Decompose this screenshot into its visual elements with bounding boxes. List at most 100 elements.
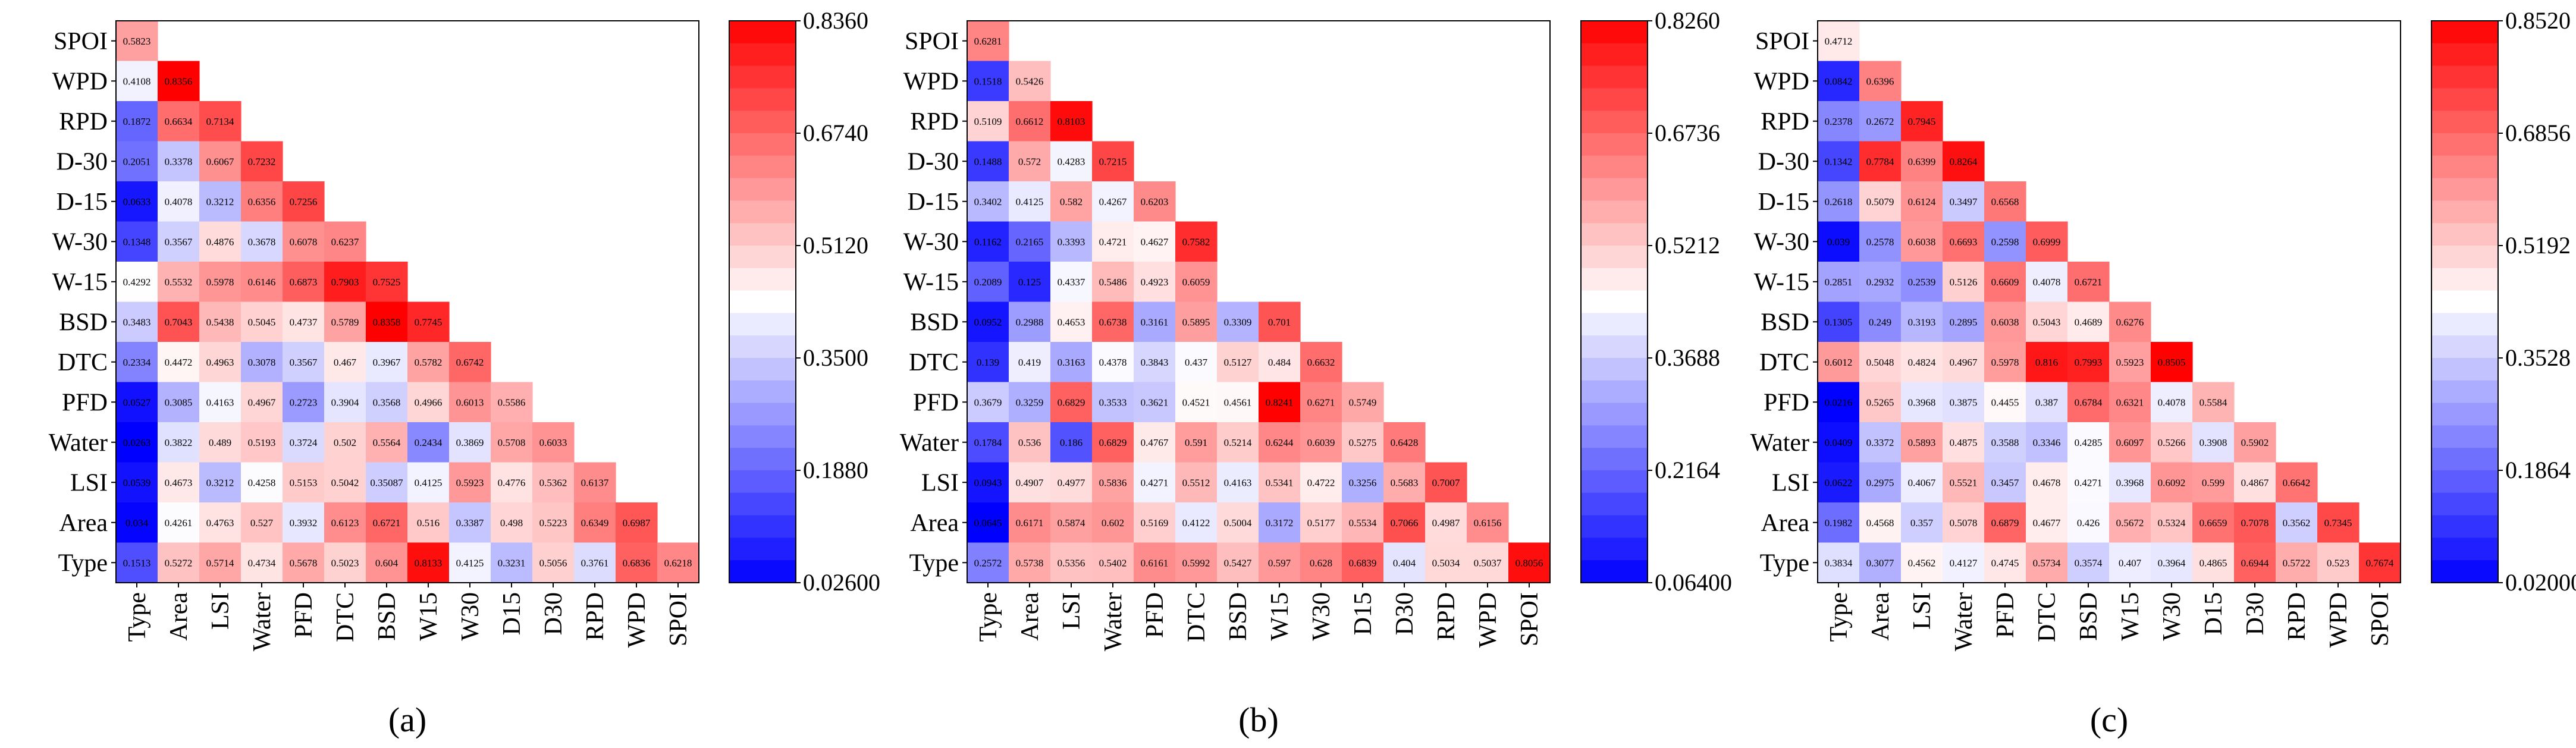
cell-value: 0.2089 [974,276,1002,288]
cell-value: 0.3193 [1908,316,1936,328]
cell-value: 0.5193 [248,437,276,448]
colorbar-step [729,43,796,67]
heatmap-cell: 0.5037 [1467,542,1509,583]
heatmap-cell: 0.4907 [1009,462,1051,503]
cell-rect [1092,262,1134,303]
cell-rect [1859,502,1902,543]
y-tick-label: SPOI [905,28,959,55]
heatmap-cell: 0.602 [1092,502,1134,543]
cell-value: 0.4378 [1099,357,1127,368]
heatmap-cell: 0.2851 [1818,262,1860,303]
cell-value: 0.5534 [1349,517,1377,529]
cell-value: 0.6944 [2241,557,2269,568]
cell-rect [2192,502,2235,543]
y-tick-label: W-15 [903,269,959,296]
cell-rect [1092,422,1134,463]
heatmap-cell: 0.6124 [1901,181,1943,222]
cell-rect [116,382,158,423]
cell-rect [491,382,533,423]
cell-rect [1425,542,1467,583]
colorbar-tick-label: 0.5192 [2505,232,2571,259]
cell-rect [2151,462,2193,503]
cell-value: 0.3834 [1825,557,1853,568]
cell-value: 0.3964 [2158,557,2186,568]
heatmap-cell: 0.6999 [2026,221,2068,262]
heatmap-cell: 0.4267 [1092,181,1134,222]
heatmap-cell: 0.6693 [1943,221,1985,262]
heatmap-cell: 0.5426 [1009,61,1051,102]
cell-value: 0.604 [375,557,399,568]
cell-value: 0.5584 [2200,397,2227,408]
heatmap-cell: 0.5823 [116,21,158,62]
cell-value: 0.6632 [1307,357,1335,368]
x-tick-label: Type [1825,592,1853,642]
cell-rect [967,422,1009,463]
heatmap-cell: 0.489 [199,422,241,463]
colorbar-step [1581,335,1648,359]
cell-rect [283,462,325,503]
y-tick-label: W-15 [52,269,108,296]
colorbar-step [729,246,796,269]
cell-value: 0.5402 [1099,557,1127,568]
heatmap-cell: 0.3724 [283,422,325,463]
heatmap-cell: 0.6632 [1300,342,1342,383]
cell-rect [199,221,241,262]
cell-rect [1901,301,1943,342]
cell-rect [324,422,366,463]
heatmap-cell: 0.6879 [1984,502,2026,543]
cell-value: 0.3346 [2033,437,2061,448]
cell-value: 0.0216 [1825,397,1853,408]
cell-value: 0.7007 [1432,477,1460,488]
cell-rect [967,262,1009,303]
cell-rect [116,181,158,222]
cell-value: 0.125 [1018,276,1041,288]
heatmap-cell: 0.7903 [324,262,366,303]
y-tick-label: LSI [70,469,108,496]
cell-rect [1175,462,1218,503]
heatmap-cell: 0.3497 [1943,181,1985,222]
heatmap-cell: 0.502 [324,422,366,463]
y-tick-label: RPD [910,108,959,136]
heatmap-cell: 0.5992 [1175,542,1218,583]
cell-value: 0.4824 [1908,357,1936,368]
heatmap-cell: 0.7745 [407,301,450,342]
cell-rect [116,342,158,383]
cell-value: 0.6276 [2116,316,2144,328]
cell-rect [2026,542,2068,583]
y-tick-label: SPOI [1755,28,1809,55]
cell-rect [1092,141,1134,182]
heatmap-cell: 0.5324 [2151,502,2193,543]
cell-rect [1259,301,1301,342]
colorbar-step [1581,313,1648,336]
cell-value: 0.6987 [623,517,651,529]
colorbar-tick-label: 0.6856 [2505,120,2571,146]
cell-rect [967,61,1009,102]
heatmap-cell: 0.3346 [2026,422,2068,463]
cell-rect [1134,542,1176,583]
heatmap-cell: 0.5265 [1859,382,1902,423]
cell-rect [1859,301,1902,342]
cell-rect [1901,221,1943,262]
cell-rect [1984,342,2026,383]
heatmap-cell: 0.6038 [1901,221,1943,262]
cell-value: 0.6609 [1991,276,2019,288]
colorbar-tick-label: 0.8520 [2505,7,2571,34]
cell-value: 0.4337 [1058,276,1085,288]
cell-value: 0.3967 [373,357,401,368]
cell-rect [2151,422,2193,463]
cell-value: 0.4561 [1224,397,1252,408]
cell-rect [158,221,200,262]
heatmap-cell: 0.5486 [1092,262,1134,303]
cell-value: 0.5823 [123,36,151,47]
cell-rect [1259,382,1301,423]
colorbar-step [729,425,796,448]
cell-value: 0.6742 [456,357,484,368]
heatmap-cell: 0.5521 [1943,462,1985,503]
cell-rect [1342,462,1384,503]
heatmap-cell: 0.3567 [283,342,325,383]
cell-value: 0.3678 [248,236,276,247]
cell-rect [1300,462,1342,503]
colorbar-step [729,155,796,179]
heatmap-cell: 0.7134 [199,101,241,142]
cell-rect [1943,382,1985,423]
